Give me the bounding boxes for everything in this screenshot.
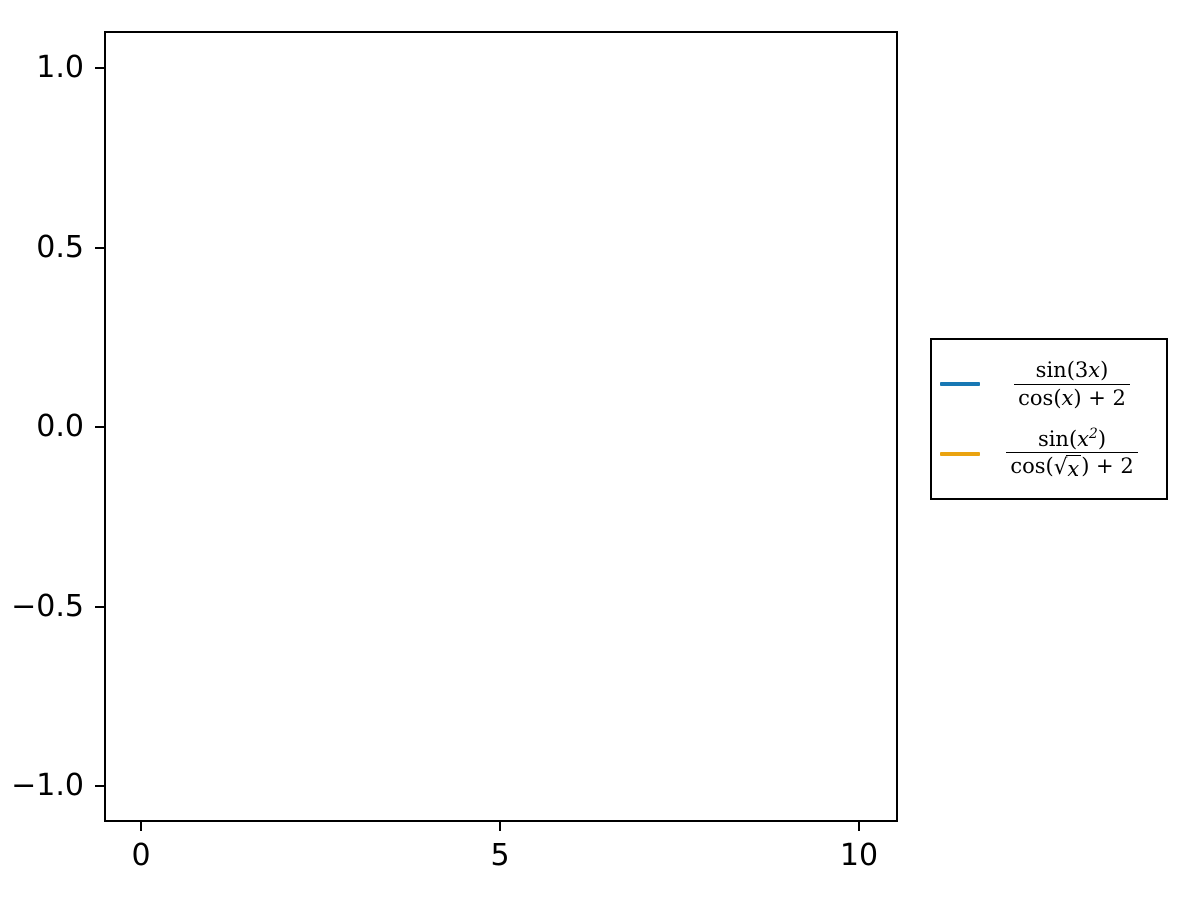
fraction-denominator: cos(x) + 2 <box>1014 383 1130 411</box>
legend-entry-1[interactable]: sin(x2) cos(√ x) + 2 <box>940 419 1156 489</box>
y-axis-tick-labels: 1.0 0.5 0.0 −0.5 −1.0 <box>0 0 84 900</box>
fraction-numerator: sin(3x) <box>1035 357 1109 382</box>
y-tick-label: 1.0 <box>36 50 84 85</box>
x-tick-mark <box>140 822 143 831</box>
y-tick-label: 0.0 <box>36 409 84 444</box>
y-tick-mark <box>95 426 104 429</box>
y-tick-mark <box>95 606 104 609</box>
fraction-sin3x-over-cosx-plus-2: sin(3x) cos(x) + 2 <box>1014 358 1130 411</box>
x-tick-label: 10 <box>839 838 879 873</box>
legend-entry-0[interactable]: sin(3x) cos(x) + 2 <box>940 349 1156 419</box>
y-tick-mark <box>95 247 104 250</box>
fraction-sinx2-over-cossqrtx-plus-2: sin(x2) cos(√ x) + 2 <box>1006 425 1138 482</box>
legend-label-1: sin(x2) cos(√ x) + 2 <box>988 427 1156 482</box>
y-tick-label: 0.5 <box>36 230 84 265</box>
fraction-denominator: cos(√ x) + 2 <box>1006 452 1138 481</box>
y-tick-label: −1.0 <box>11 768 84 803</box>
legend-color-swatch-blue <box>940 381 980 387</box>
x-tick-label: 0 <box>131 838 151 873</box>
x-tick-mark <box>858 822 861 831</box>
x-tick-label: 5 <box>490 838 510 873</box>
legend-color-swatch-orange <box>940 451 980 457</box>
y-tick-mark <box>95 785 104 788</box>
legend-box[interactable]: sin(3x) cos(x) + 2 sin(x2) cos(√ x) + 2 <box>930 338 1168 500</box>
x-axis-tick-labels: 0 5 10 <box>0 841 1200 891</box>
y-tick-label: −0.5 <box>11 589 84 624</box>
legend-label-0: sin(3x) cos(x) + 2 <box>988 358 1156 411</box>
axes-frame <box>104 31 898 822</box>
x-tick-mark <box>499 822 502 831</box>
y-tick-mark <box>95 67 104 70</box>
fraction-numerator: sin(x2) <box>1037 425 1107 451</box>
